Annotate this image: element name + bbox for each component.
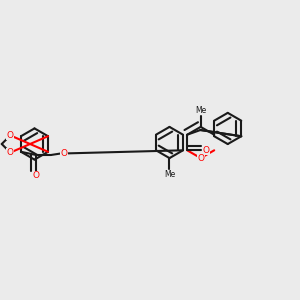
Text: Me: Me — [164, 170, 175, 179]
Text: Me: Me — [195, 106, 206, 115]
Text: O: O — [7, 131, 14, 140]
Text: O: O — [197, 154, 204, 163]
Text: O: O — [32, 172, 39, 181]
Text: O: O — [61, 149, 68, 158]
Text: O: O — [202, 146, 209, 155]
Text: O: O — [7, 148, 14, 157]
